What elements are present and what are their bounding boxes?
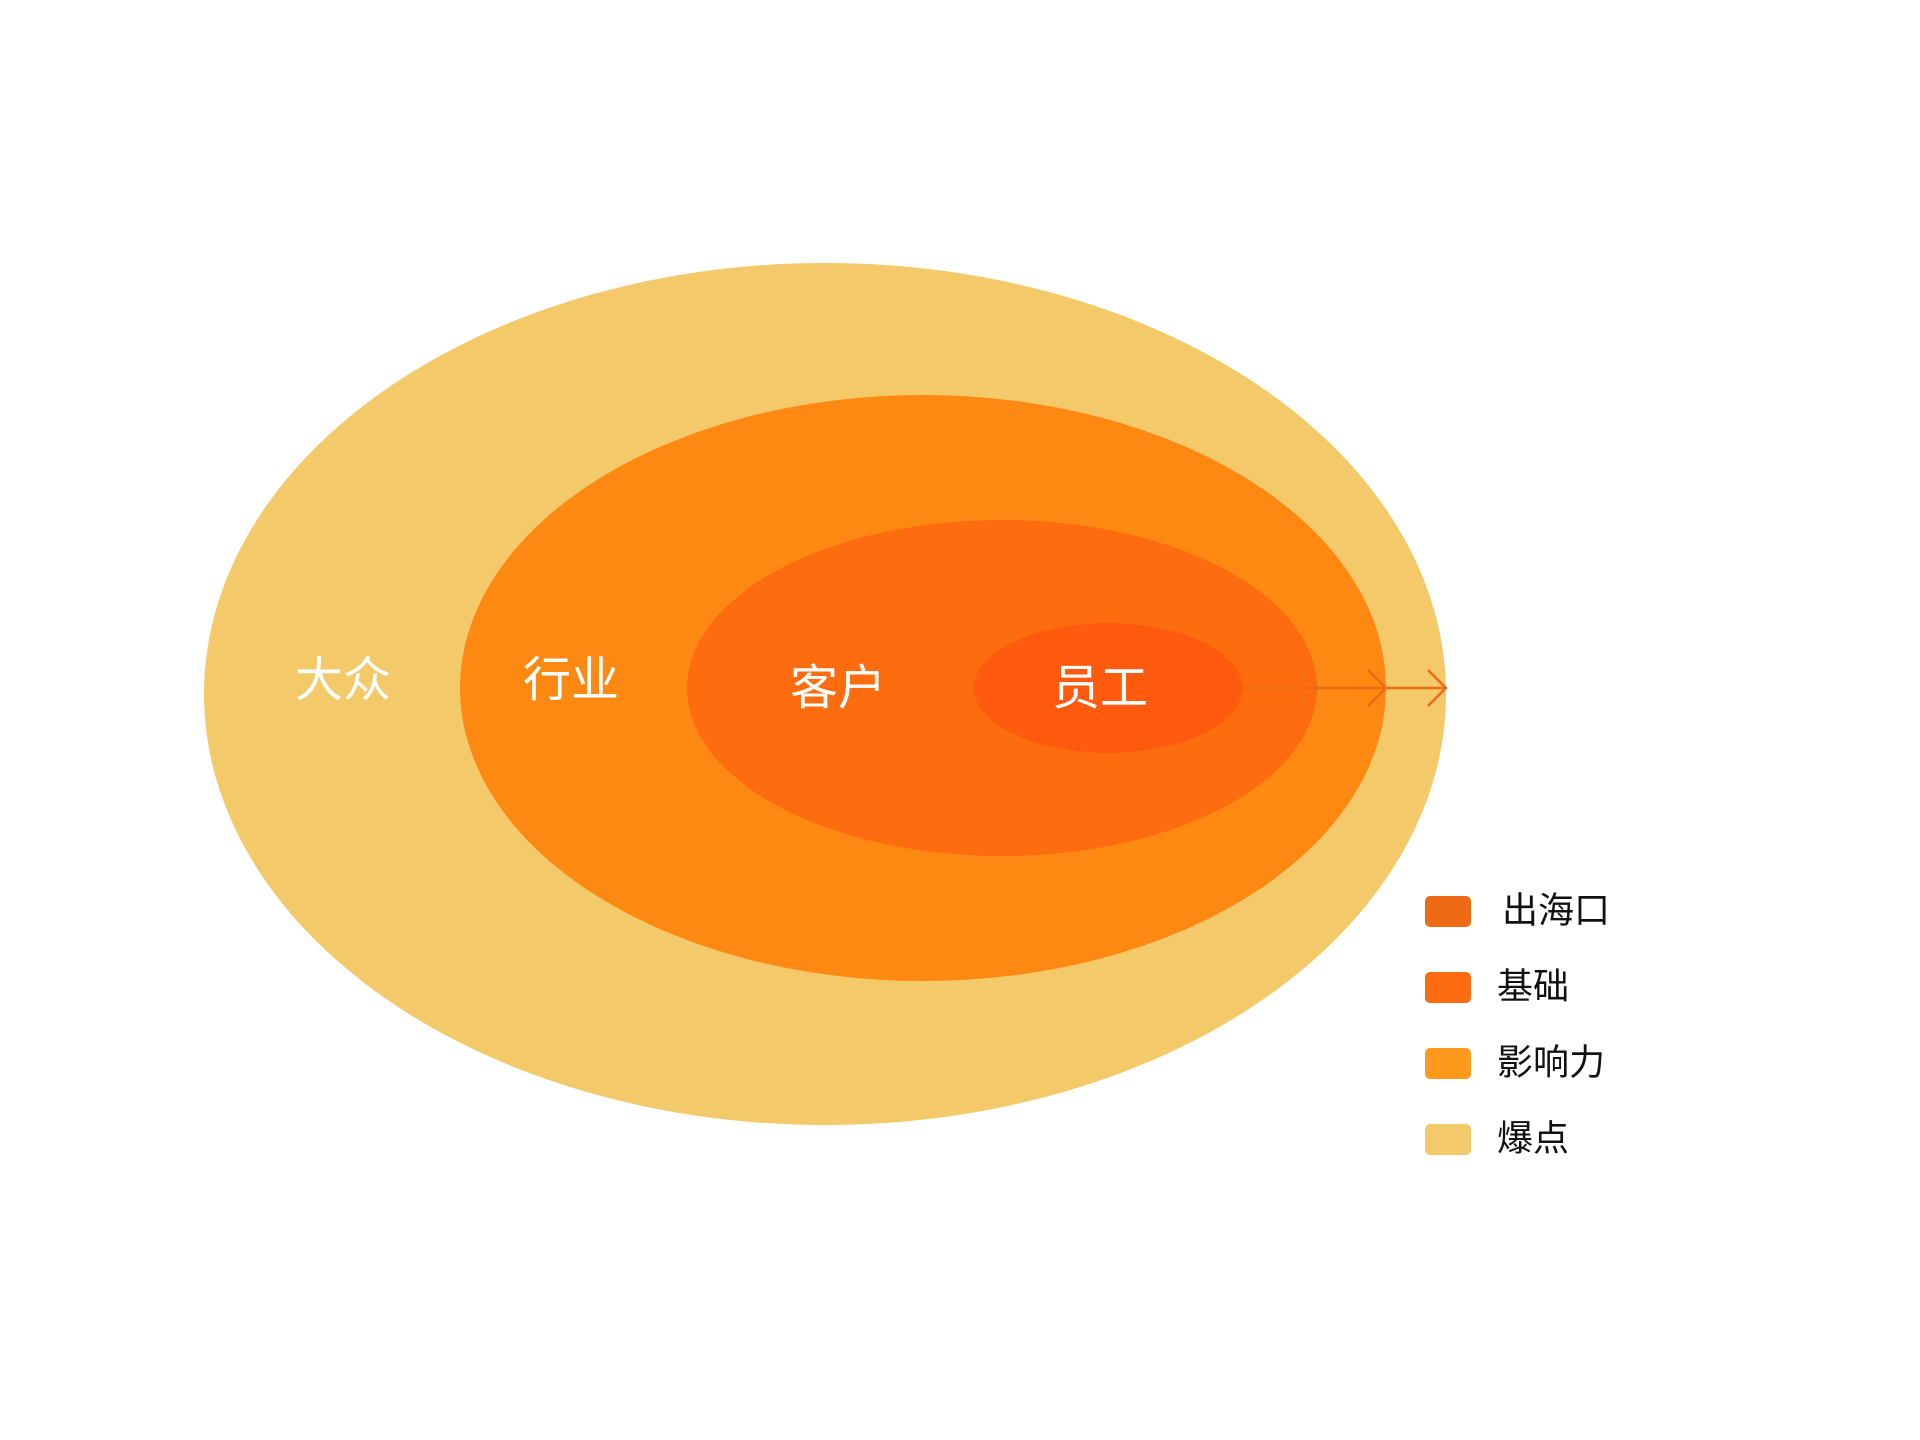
legend-swatch xyxy=(1425,1048,1471,1079)
legend-swatch xyxy=(1425,1124,1471,1155)
ring-label-employee: 员工 xyxy=(1052,660,1148,716)
arrowhead-icon xyxy=(1367,669,1388,707)
legend-label: 影响力 xyxy=(1497,1043,1605,1084)
ring-label-public: 大众 xyxy=(295,652,391,708)
legend-swatch xyxy=(1425,896,1471,927)
legend-swatch xyxy=(1425,972,1471,1003)
ring-label-industry: 行业 xyxy=(523,652,619,708)
ring-label-customer: 客户 xyxy=(790,660,886,716)
ring-employee xyxy=(974,623,1242,753)
legend-label: 出海口 xyxy=(1502,891,1610,932)
arrowhead-icon xyxy=(1299,669,1320,707)
legend-label: 爆点 xyxy=(1497,1119,1569,1160)
legend: 出海口 基础 影响力 爆点 xyxy=(1425,891,1610,1160)
legend-label: 基础 xyxy=(1497,967,1569,1008)
arrowhead-icon xyxy=(1427,669,1448,707)
outward-arrow xyxy=(1242,669,1448,707)
